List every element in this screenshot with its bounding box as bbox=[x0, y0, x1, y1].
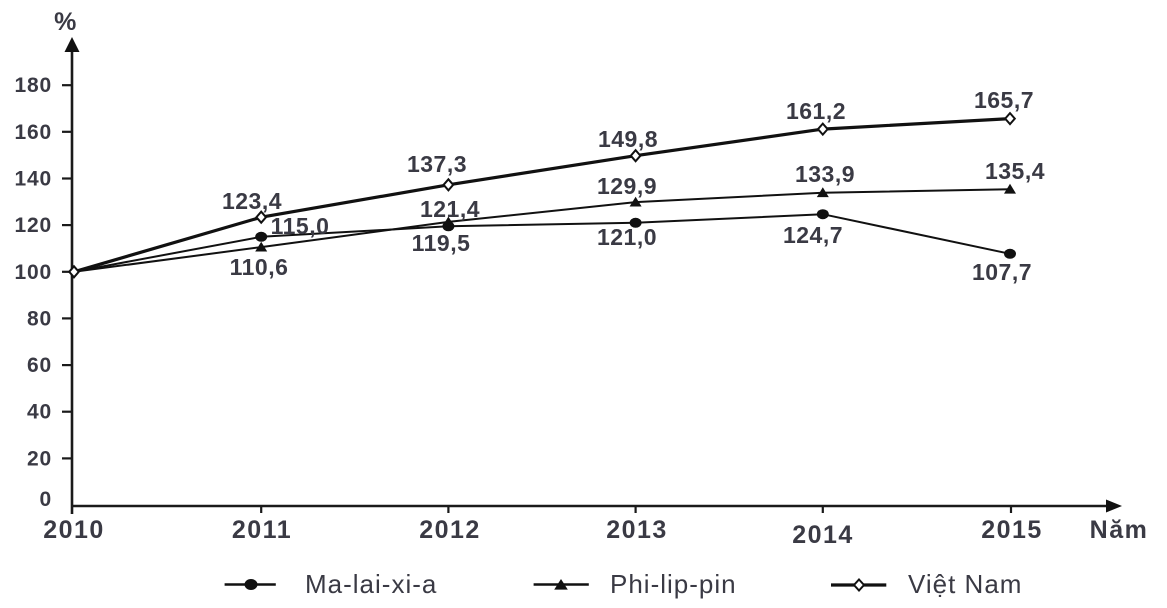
svg-text:119,5: 119,5 bbox=[412, 230, 471, 256]
svg-text:120: 120 bbox=[15, 214, 52, 237]
svg-text:2015: 2015 bbox=[981, 516, 1043, 544]
svg-text:60: 60 bbox=[27, 354, 52, 377]
svg-text:80: 80 bbox=[27, 307, 52, 330]
svg-text:2010: 2010 bbox=[43, 516, 105, 544]
svg-text:137,3: 137,3 bbox=[407, 151, 467, 177]
svg-text:123,4: 123,4 bbox=[222, 188, 282, 214]
svg-text:121,4: 121,4 bbox=[420, 196, 480, 222]
svg-text:40: 40 bbox=[27, 401, 52, 424]
svg-text:0: 0 bbox=[40, 488, 52, 511]
svg-text:2013: 2013 bbox=[606, 516, 668, 544]
svg-text:149,8: 149,8 bbox=[598, 126, 658, 152]
svg-text:180: 180 bbox=[15, 74, 52, 97]
svg-text:2011: 2011 bbox=[232, 516, 292, 544]
svg-text:%: % bbox=[54, 8, 78, 36]
svg-text:107,7: 107,7 bbox=[972, 259, 1032, 285]
svg-text:161,2: 161,2 bbox=[786, 98, 846, 124]
svg-text:165,7: 165,7 bbox=[974, 87, 1034, 113]
svg-text:124,7: 124,7 bbox=[783, 222, 843, 248]
svg-text:110,6: 110,6 bbox=[230, 254, 289, 280]
svg-text:140: 140 bbox=[15, 168, 52, 191]
svg-text:133,9: 133,9 bbox=[795, 161, 855, 187]
svg-text:129,9: 129,9 bbox=[597, 173, 657, 199]
svg-text:100: 100 bbox=[15, 261, 52, 284]
svg-text:115,0: 115,0 bbox=[271, 213, 330, 239]
svg-text:160: 160 bbox=[15, 121, 52, 144]
svg-text:Ma-lai-xi-a: Ma-lai-xi-a bbox=[305, 569, 437, 599]
svg-text:Phi-lip-pin: Phi-lip-pin bbox=[610, 569, 737, 599]
svg-text:121,0: 121,0 bbox=[597, 224, 657, 250]
svg-text:Việt Nam: Việt Nam bbox=[908, 569, 1022, 599]
svg-text:2014: 2014 bbox=[792, 521, 854, 549]
svg-text:Năm: Năm bbox=[1090, 516, 1149, 544]
svg-text:2012: 2012 bbox=[419, 516, 481, 544]
svg-text:135,4: 135,4 bbox=[985, 158, 1045, 184]
svg-text:20: 20 bbox=[27, 447, 52, 470]
